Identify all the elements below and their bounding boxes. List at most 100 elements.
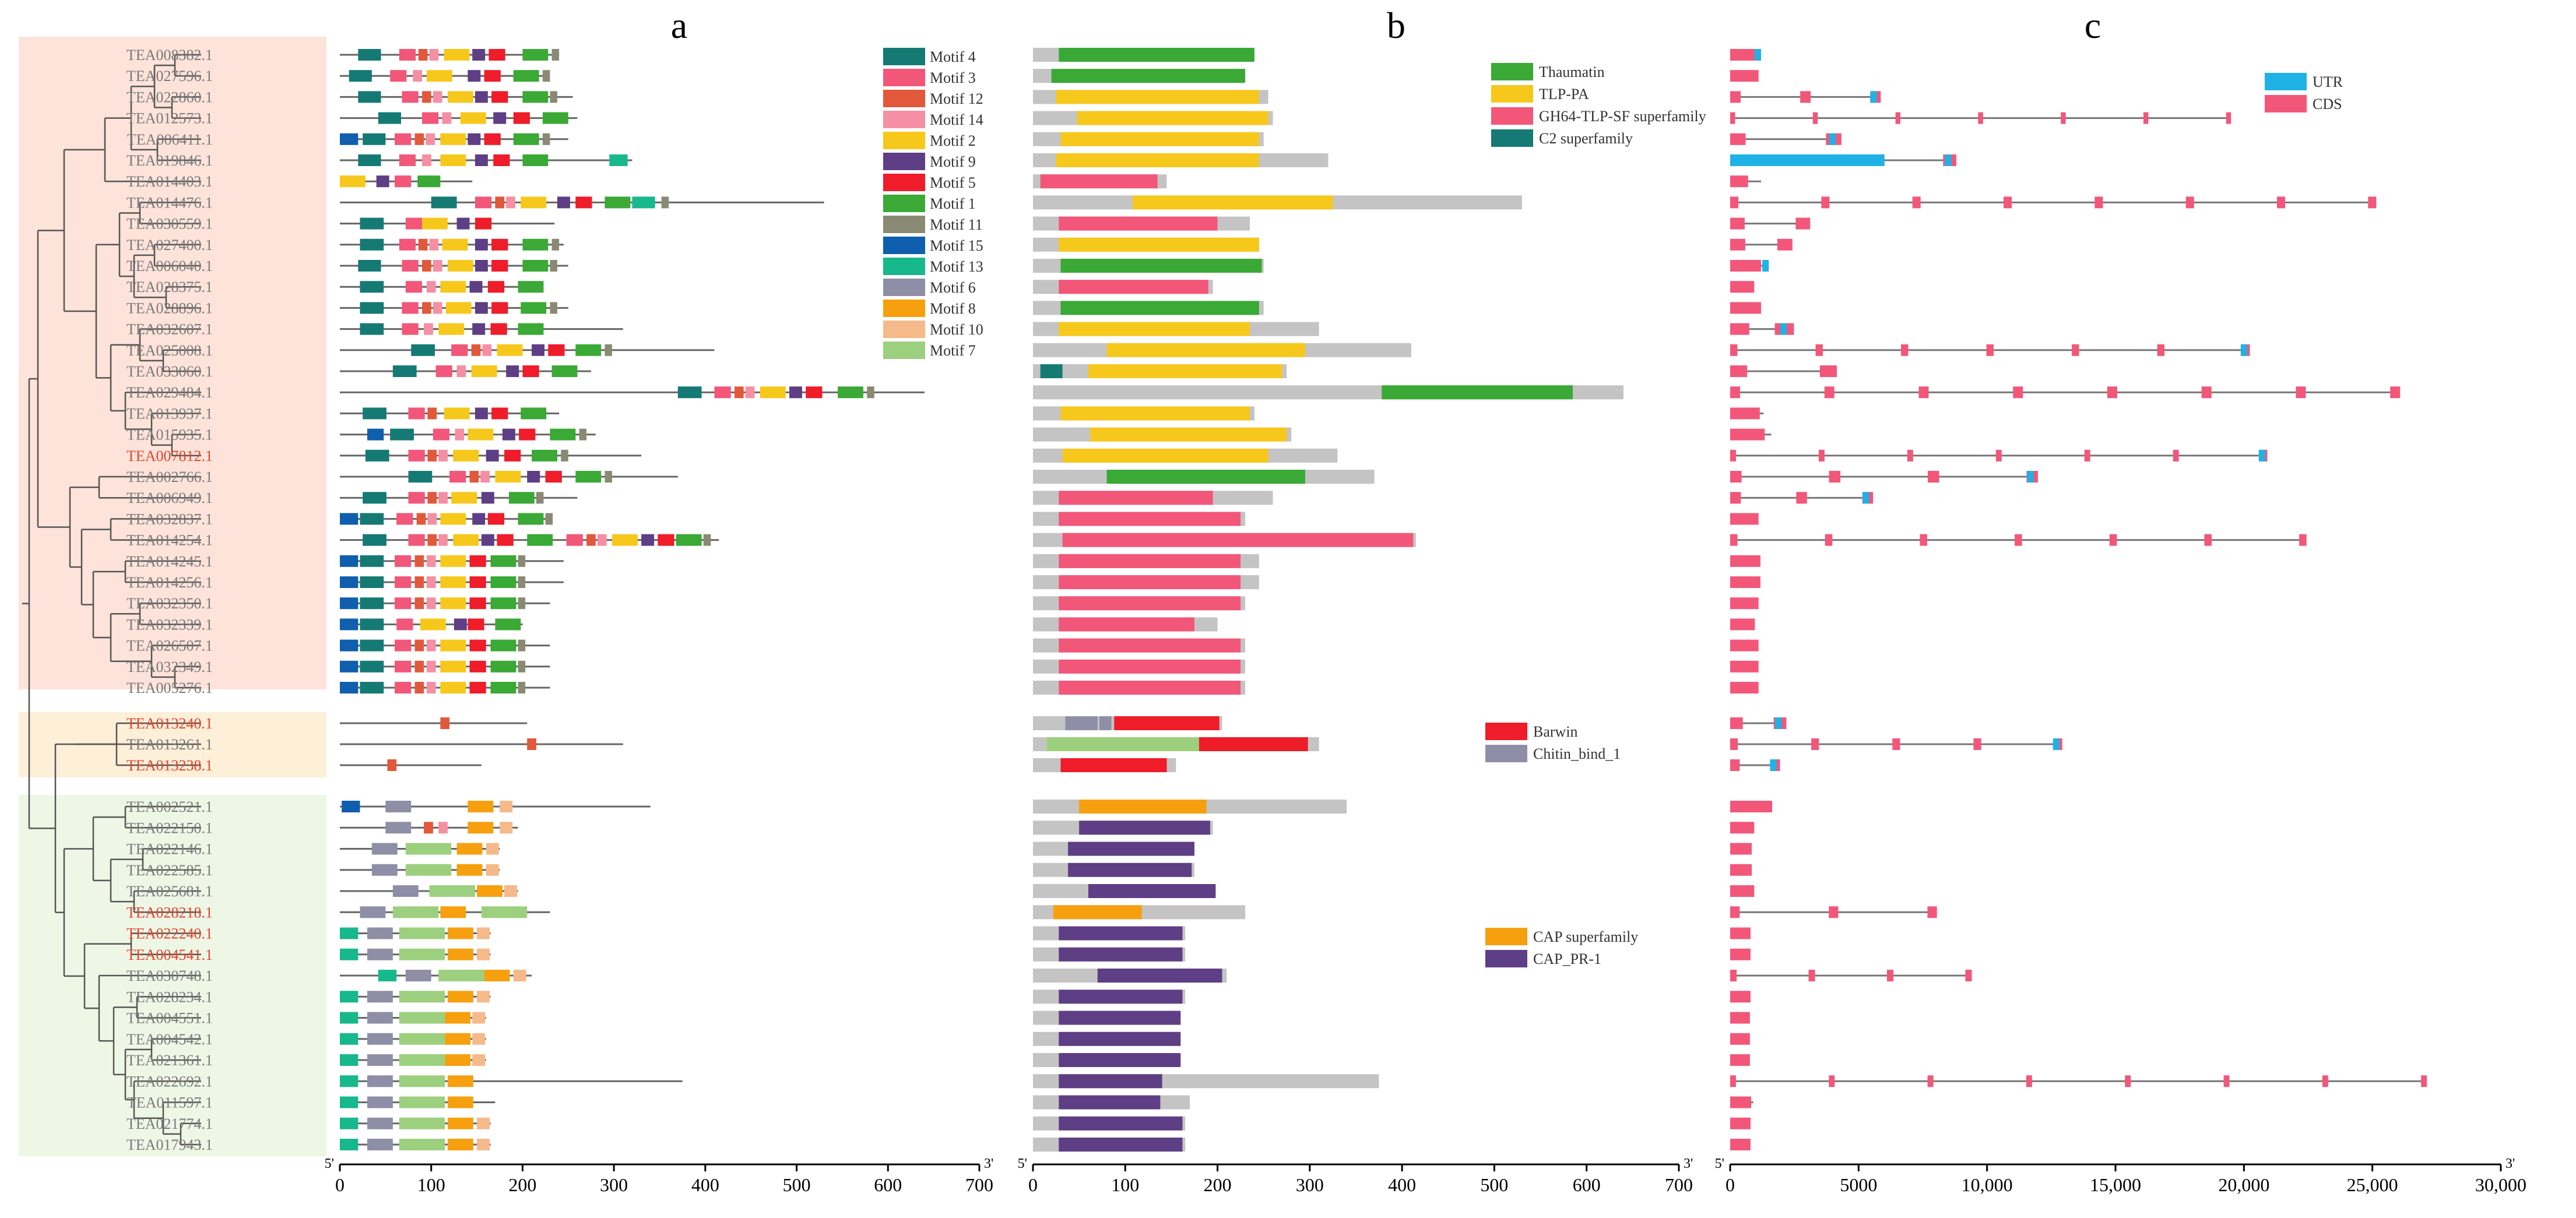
cds-exon-3-1 — [1730, 91, 1741, 103]
motif-5-box-25-7 — [469, 555, 486, 567]
motif-2-box-24-5 — [453, 534, 479, 546]
cds-exon-48-1 — [1730, 1075, 1736, 1087]
motif-14-box-15-4 — [482, 344, 492, 356]
motif-8-box-46-4 — [445, 1033, 471, 1045]
domain-box-6-1 — [1056, 153, 1259, 167]
gene-label-33: TEA013261.1 — [126, 736, 213, 753]
gene-label-20: TEA007812.1 — [126, 448, 213, 464]
gene-label-19: TEA015935.1 — [126, 427, 213, 443]
motif-14-box-1-4 — [429, 49, 439, 61]
utr-6 — [1945, 154, 1952, 166]
motif-4-box-27-2 — [360, 597, 384, 610]
motif-2-box-2-4 — [426, 70, 452, 82]
domain-box-2-1 — [1051, 69, 1246, 83]
domain-box-42-1 — [1059, 947, 1183, 962]
motif-legend-swatch-13 — [883, 300, 925, 317]
motif-12-box-31-4 — [414, 682, 424, 694]
gene-label-11: TEA006040.1 — [126, 258, 213, 274]
motif-2-box-18-4 — [444, 407, 470, 420]
gene-label-51: TEA017943.1 — [126, 1136, 213, 1153]
motif-1-box-28-7 — [495, 618, 521, 631]
motif-13-box-42-1 — [340, 948, 359, 960]
gene-label-14: TEA032607.1 — [126, 321, 213, 338]
cds-exon-24-1 — [1730, 534, 1738, 546]
motif-2-box-3-5 — [447, 91, 473, 103]
motif-legend-swatch-3 — [883, 90, 925, 107]
motif-11-box-11-9 — [550, 260, 557, 272]
motif-9-box-10-6 — [475, 238, 488, 251]
motif-1-box-2-7 — [513, 70, 539, 82]
motif-14-box-10-4 — [429, 238, 439, 251]
motif-9-box-23-7 — [472, 513, 486, 525]
motif-13-box-8-9 — [632, 196, 655, 209]
cds-exon-24-4 — [2015, 534, 2022, 546]
domain-box-35-1 — [1079, 800, 1207, 814]
domain-box-40-1 — [1053, 905, 1142, 920]
motif-10-box-38-4 — [486, 864, 499, 876]
motif-6-box-41-2 — [367, 927, 393, 939]
cds-exon-4-7 — [2226, 112, 2231, 124]
motif-legend-label-4: Motif 14 — [930, 111, 983, 128]
utr-32 — [1775, 717, 1782, 729]
utr-20 — [2258, 449, 2265, 462]
gene-label-47: TEA021361.1 — [126, 1052, 213, 1069]
cds-exon-15-4 — [1986, 344, 1994, 356]
cds-exon-17-1 — [1730, 386, 1740, 399]
domain-legend-a-label-3: GH64-TLP-SF superfamily — [1539, 108, 1706, 125]
cds-exon-15-3 — [1901, 344, 1909, 356]
cds-exon-24-5 — [2109, 534, 2117, 546]
motif-14-box-20-4 — [438, 449, 448, 462]
gene-label-30: TEA032349.1 — [126, 659, 213, 675]
motif-5-box-31-7 — [469, 682, 486, 694]
domain-legend-a-swatch-4 — [1491, 129, 1533, 147]
cds-exon-9-1 — [1730, 217, 1745, 230]
motif-12-box-32-1 — [440, 717, 450, 729]
motif-5-box-13-7 — [491, 302, 508, 314]
motif-14-box-21-4 — [480, 471, 490, 483]
motif-6-box-35-2 — [385, 801, 412, 812]
motif-1-box-26-8 — [490, 576, 516, 588]
motif-3-box-26-3 — [395, 576, 412, 588]
motif-12-box-22-3 — [427, 492, 437, 504]
cds-exon-9-2 — [1795, 217, 1811, 230]
motif-10-box-39-4 — [504, 885, 518, 897]
motif-9-box-12-5 — [469, 281, 483, 293]
axis-c-tick-label-1: 0 — [1725, 1174, 1735, 1195]
cds-exon-17-8 — [2390, 386, 2401, 399]
motif-4-box-4-1 — [378, 112, 401, 124]
motif-12-box-3-3 — [422, 91, 431, 103]
gene-label-18: TEA013937.1 — [126, 405, 213, 422]
axes: 5' 3' 0 100 200 300 400 500 600 700 5' 3' 0 100 200 300… — [325, 1156, 2526, 1195]
gene-label-2: TEA027596.1 — [126, 68, 213, 85]
motif-15-box-28-1 — [340, 618, 359, 631]
motif-legend-swatch-8 — [883, 195, 925, 212]
cds-exon-13-1 — [1730, 302, 1761, 314]
motif-12-box-25-4 — [414, 555, 424, 567]
motif-5-box-16-6 — [522, 365, 539, 377]
motif-11-box-15-9 — [605, 344, 613, 356]
motif-8-box-44-4 — [447, 991, 473, 1003]
motif-9-box-11-6 — [475, 260, 488, 272]
motif-6-box-36-1 — [385, 822, 412, 834]
motif-12-box-24-10 — [586, 534, 596, 546]
motif-4-box-31-2 — [360, 682, 384, 694]
motif-9-box-24-13 — [641, 534, 655, 546]
cds-exon-25-1 — [1730, 555, 1760, 567]
domain-box-47-1 — [1059, 1053, 1181, 1067]
motif-3-box-21-2 — [449, 471, 466, 483]
domain-box-25-1 — [1059, 554, 1241, 568]
motif-6-box-39-1 — [392, 885, 419, 897]
utr-3 — [1870, 91, 1877, 103]
motif-4-box-5-2 — [363, 133, 386, 145]
domain-box-43-1 — [1097, 969, 1222, 983]
gene-label-9: TEA030559.1 — [126, 216, 213, 233]
domain-box-44-1 — [1059, 990, 1183, 1004]
motif-3-box-14-2 — [402, 323, 419, 335]
motif-11-box-19-9 — [579, 428, 587, 441]
cds-exon-15-1 — [1730, 344, 1738, 356]
motif-9-box-19-6 — [502, 428, 515, 441]
motif-5-box-18-6 — [491, 407, 508, 420]
motif-14-box-19-4 — [455, 428, 465, 441]
motif-3-box-5-3 — [395, 133, 412, 145]
gene-label-32: TEA013240.1 — [126, 715, 213, 732]
